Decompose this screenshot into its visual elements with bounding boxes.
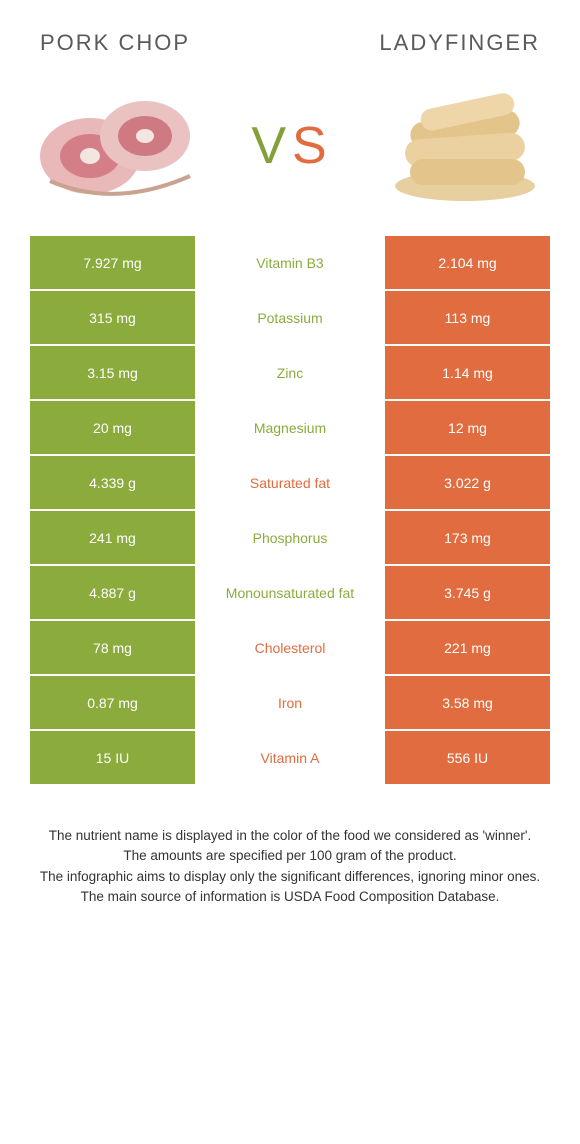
right-value-cell: 3.58 mg (385, 676, 550, 729)
nutrient-label-cell: Cholesterol (195, 621, 385, 674)
footer-line-1: The nutrient name is displayed in the co… (30, 826, 550, 846)
left-value-cell: 20 mg (30, 401, 195, 454)
left-value-cell: 0.87 mg (30, 676, 195, 729)
nutrient-table: 7.927 mgVitamin B32.104 mg315 mgPotassiu… (30, 236, 550, 786)
left-value-cell: 7.927 mg (30, 236, 195, 289)
table-row: 4.339 gSaturated fat3.022 g (30, 456, 550, 511)
nutrient-label-cell: Saturated fat (195, 456, 385, 509)
table-row: 20 mgMagnesium12 mg (30, 401, 550, 456)
left-value-cell: 241 mg (30, 511, 195, 564)
left-value-cell: 15 IU (30, 731, 195, 784)
nutrient-label-cell: Vitamin A (195, 731, 385, 784)
images-row: VS (0, 66, 580, 236)
vs-s: S (292, 116, 329, 176)
table-row: 3.15 mgZinc1.14 mg (30, 346, 550, 401)
left-value-cell: 315 mg (30, 291, 195, 344)
right-value-cell: 3.022 g (385, 456, 550, 509)
vs-v: V (251, 116, 288, 176)
footer-line-3: The infographic aims to display only the… (30, 867, 550, 887)
nutrient-label-cell: Vitamin B3 (195, 236, 385, 289)
nutrient-label-cell: Monounsaturated fat (195, 566, 385, 619)
nutrient-label-cell: Phosphorus (195, 511, 385, 564)
left-value-cell: 4.339 g (30, 456, 195, 509)
left-value-cell: 78 mg (30, 621, 195, 674)
right-value-cell: 173 mg (385, 511, 550, 564)
right-value-cell: 12 mg (385, 401, 550, 454)
pork-chop-image (30, 81, 200, 211)
header: Pork chop Ladyfinger (0, 0, 580, 66)
footer: The nutrient name is displayed in the co… (0, 786, 580, 907)
right-value-cell: 3.745 g (385, 566, 550, 619)
ladyfinger-image (380, 81, 550, 211)
nutrient-label-cell: Zinc (195, 346, 385, 399)
vs-label: VS (251, 116, 328, 176)
right-value-cell: 556 IU (385, 731, 550, 784)
nutrient-label-cell: Magnesium (195, 401, 385, 454)
table-row: 7.927 mgVitamin B32.104 mg (30, 236, 550, 291)
table-row: 315 mgPotassium113 mg (30, 291, 550, 346)
left-value-cell: 4.887 g (30, 566, 195, 619)
header-left-title: Pork chop (40, 30, 190, 56)
table-row: 78 mgCholesterol221 mg (30, 621, 550, 676)
right-value-cell: 221 mg (385, 621, 550, 674)
nutrient-label-cell: Iron (195, 676, 385, 729)
nutrient-label-cell: Potassium (195, 291, 385, 344)
footer-line-2: The amounts are specified per 100 gram o… (30, 846, 550, 866)
table-row: 0.87 mgIron3.58 mg (30, 676, 550, 731)
header-right-title: Ladyfinger (379, 30, 540, 56)
table-row: 4.887 gMonounsaturated fat3.745 g (30, 566, 550, 621)
footer-line-4: The main source of information is USDA F… (30, 887, 550, 907)
right-value-cell: 113 mg (385, 291, 550, 344)
right-value-cell: 2.104 mg (385, 236, 550, 289)
right-value-cell: 1.14 mg (385, 346, 550, 399)
table-row: 241 mgPhosphorus173 mg (30, 511, 550, 566)
table-row: 15 IUVitamin A556 IU (30, 731, 550, 786)
left-value-cell: 3.15 mg (30, 346, 195, 399)
